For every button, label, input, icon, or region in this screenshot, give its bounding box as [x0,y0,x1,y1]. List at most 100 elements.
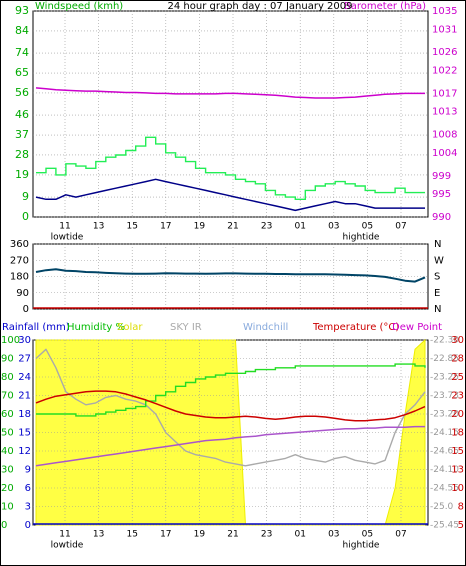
rainfall-ytick-0: 30 [18,335,31,346]
wind-baro-xtick-13: 13 [93,222,104,232]
humidity-ytick-40: 40 [1,446,14,457]
climate-header-label-0: Rainfall (mm) [2,322,70,333]
rainfall-ytick-8: 6 [25,483,31,494]
wind-baro-xtick-15: 15 [126,222,137,232]
barometer-ytick-1013: 1013 [432,107,457,118]
sky-ir-ytick-6: -24.65 [430,447,459,457]
temperature-ytick-1: 28 [451,354,464,365]
compass-tick-3: E [434,288,440,299]
barometer-ytick-1031: 1031 [432,24,457,35]
climate-header-label-4: Windchill [243,322,288,333]
temperature-ytick-10: 5 [458,520,464,531]
rainfall-ytick-10: 0 [25,520,31,531]
compass-tick-0: N [434,239,441,250]
windspeed-ytick-56: 56 [15,86,29,99]
humidity-ytick-30: 30 [1,465,14,476]
humidity-ytick-80: 80 [1,372,14,383]
dew-point-line [35,425,425,467]
humidity-ytick-60: 60 [1,409,14,420]
windspeed-ytick-28: 28 [15,148,29,161]
wind-direction-ytick-270: 270 [10,255,29,266]
wind-direction-ytick-90: 90 [16,288,29,299]
temperature-ytick-7: 13 [451,465,464,476]
wind-direction-line [35,268,426,283]
wind-baro-xtick-17: 17 [160,222,171,232]
temperature-ytick-9: 8 [458,502,464,513]
sky-ir-ytick-10: -25.45 [430,521,459,531]
climate-xtick-03: 03 [328,530,339,540]
windspeed-gust-line [36,136,425,200]
temperature-ytick-2: 25 [451,372,464,383]
climate-header-label-6: Dew Point [392,322,442,333]
climate-xtick-07: 07 [395,530,406,540]
wind-baro-xtick-03: 03 [328,222,339,232]
sky-ir-ytick-5: -24.15 [430,428,459,438]
windspeed-ytick-0: 0 [22,210,29,223]
temperature-ytick-8: 10 [451,483,464,494]
sky-ir-ytick-9: -25.0 [430,502,454,512]
climate-xtick-05: 05 [362,530,373,540]
climate-xtick-21: 21 [227,530,238,540]
wind-baro-xtick-19: 19 [194,222,206,232]
barometer-ytick-1004: 1004 [432,148,457,159]
wind-direction-ytick-180: 180 [10,272,29,283]
wind-baro-xtick-23: 23 [261,222,272,232]
wind-baro-xtick-05: 05 [362,222,373,232]
lowtide-label-top: lowtide [51,233,84,243]
barometer-ytick-999: 999 [432,171,451,182]
humidity-ytick-90: 90 [1,354,14,365]
humidity-ytick-10: 10 [1,502,14,513]
temperature-ytick-0: 30 [451,335,464,346]
lowtide-label-bottom: lowtide [51,541,84,551]
wind-baro-xtick-21: 21 [227,222,238,232]
hightide-label-top: hightide [343,233,380,243]
climate-xtick-23: 23 [261,530,272,540]
barometer-ytick-995: 995 [432,189,451,200]
temperature-ytick-4: 20 [451,409,464,420]
sky-ir-ytick-1: -22.85 [430,354,459,364]
temperature-ytick-5: 18 [451,428,464,439]
barometer-axis-label: Barometer (hPa) [344,1,426,12]
windspeed-ytick-19: 19 [15,168,29,181]
windspeed-ytick-65: 65 [15,66,29,79]
windspeed-ytick-46: 46 [15,108,29,121]
sky-ir-ytick-2: -23.25 [430,373,459,383]
temperature-ytick-6: 15 [451,446,464,457]
windspeed-ytick-74: 74 [15,46,29,59]
humidity-ytick-50: 50 [1,428,14,439]
rainfall-ytick-9: 3 [25,502,31,513]
barometer-ytick-1022: 1022 [432,66,457,77]
barometer-ytick-990: 990 [432,212,451,223]
compass-tick-2: S [434,272,440,283]
sky-ir-ytick-8: -24.55 [430,484,459,494]
sky-ir-line [35,348,426,467]
barometer-ytick-1008: 1008 [432,130,457,141]
temperature-ytick-3: 23 [451,391,464,402]
wind-baro-frame [32,10,429,218]
sky-ir-ytick-4: -23.20 [430,410,459,420]
rainfall-ytick-1: 27 [18,354,31,365]
climate-header-label-5: Temperature (°C) [312,322,399,333]
climate-header-label-1: Humidity % [67,322,125,333]
climate-xtick-13: 13 [93,530,104,540]
windspeed-ytick-93: 93 [15,4,29,17]
rainfall-ytick-5: 15 [18,428,31,439]
windspeed-ytick-9: 9 [22,190,29,203]
temperature-line [35,390,426,422]
rainfall-ytick-6: 12 [18,446,31,457]
wind-baro-xtick-07: 07 [395,222,406,232]
barometer-ytick-1035: 1035 [432,6,457,17]
rainfall-ytick-7: 9 [25,465,31,476]
climate-header-label-3: SKY IR [170,322,202,333]
windspeed-axis-label: Windspeed (kmh) [35,1,123,12]
rainfall-ytick-3: 21 [18,391,31,402]
chart-title: 24 hour graph day : 07 January 2009 [168,1,353,12]
climate-header-label-2: Solar [117,322,143,333]
climate-xtick-19: 19 [194,530,206,540]
sky-ir-ytick-3: -23.73 [430,391,459,401]
humidity-ytick-70: 70 [1,391,14,402]
compass-tick-4: N [434,304,441,315]
windspeed-line [35,178,425,212]
climate-xtick-01: 01 [294,530,305,540]
